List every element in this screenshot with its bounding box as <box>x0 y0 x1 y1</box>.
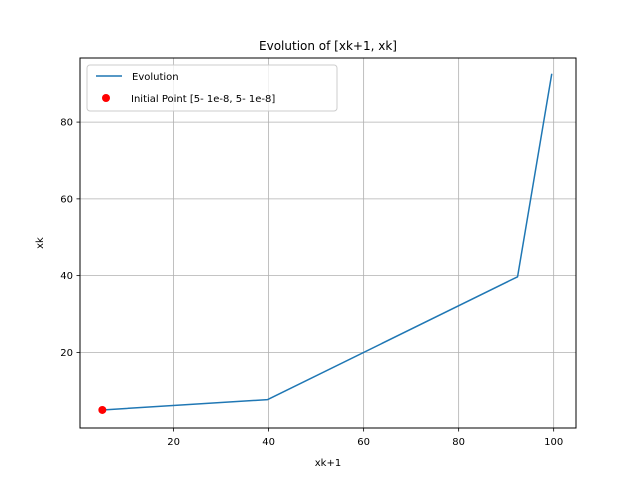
y-tick-label: 60 <box>60 194 73 205</box>
y-tick-label: 20 <box>60 348 73 359</box>
series-layer <box>98 73 553 414</box>
initial-point-marker <box>98 405 107 414</box>
x-tick-label: 80 <box>452 437 465 448</box>
x-ticks: 20 40 60 80 100 <box>167 428 563 448</box>
grid <box>80 58 576 428</box>
x-tick-label: 40 <box>262 437 275 448</box>
legend-label-initial-point: Initial Point [5- 1e-8, 5- 1e-8] <box>131 94 275 105</box>
y-axis-label: xk <box>35 237 46 249</box>
x-tick-label: 100 <box>544 437 563 448</box>
series-line-evolution <box>102 73 553 411</box>
y-ticks: 20 40 60 80 <box>60 118 80 359</box>
x-axis-label: xk+1 <box>315 458 341 469</box>
legend-box <box>86 64 338 112</box>
x-tick-label: 20 <box>167 437 180 448</box>
y-tick-label: 80 <box>60 118 73 129</box>
y-tick-label: 40 <box>60 271 73 282</box>
x-tick-label: 60 <box>357 437 370 448</box>
axes-frame <box>79 57 577 429</box>
legend-marker-swatch <box>102 94 110 102</box>
chart-title: Evolution of [xk+1, xk] <box>259 39 397 53</box>
legend: Evolution Initial Point [5- 1e-8, 5- 1e-… <box>86 64 338 112</box>
legend-label-evolution: Evolution <box>132 72 179 83</box>
